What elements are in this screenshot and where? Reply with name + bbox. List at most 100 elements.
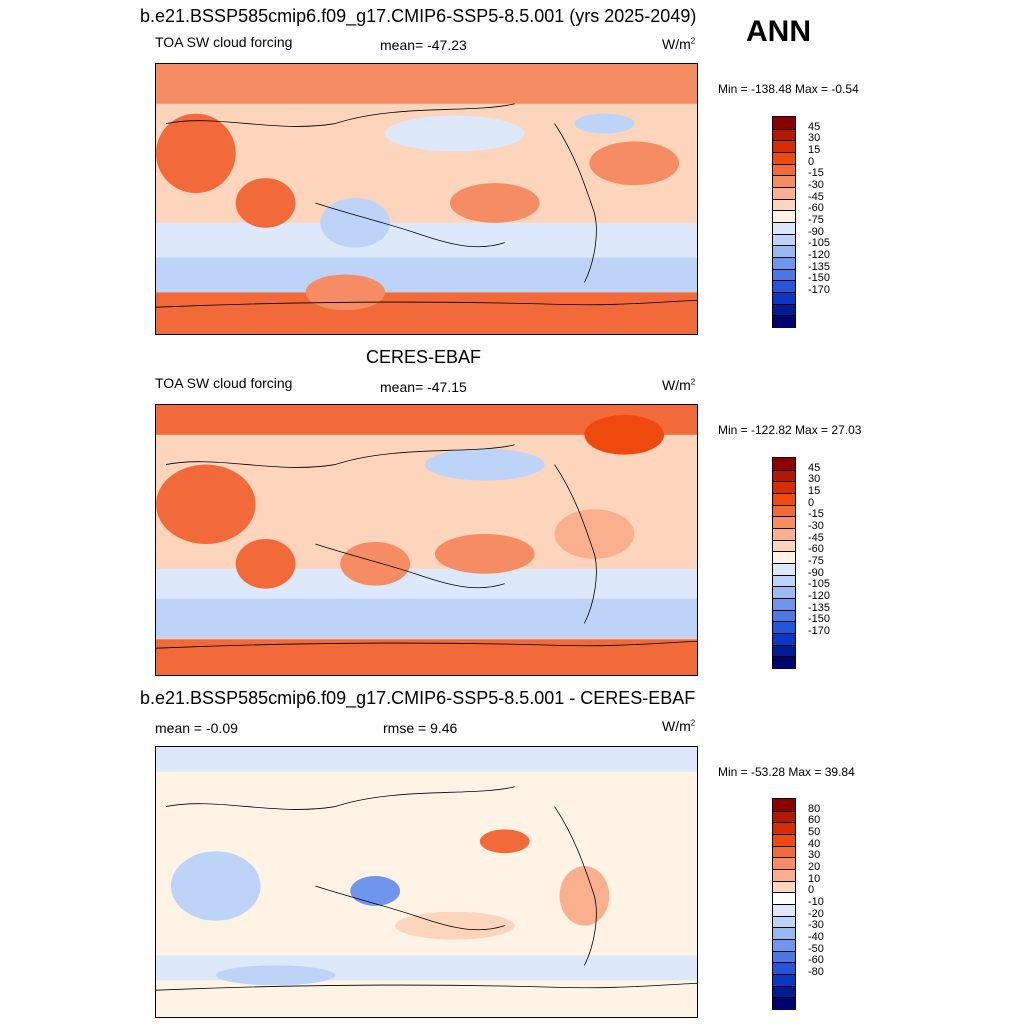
colorbar-swatch xyxy=(773,563,795,577)
colorbar-tick-label: -80 xyxy=(808,966,824,978)
colorbar-tick-label: 0 xyxy=(808,155,815,168)
panel1-minmax: Min = -138.48 Max = -0.54 xyxy=(718,82,859,96)
panel2-units-label: W/m2 xyxy=(662,377,696,393)
colorbar-tick-label: -40 xyxy=(808,931,824,943)
colorbar-swatch xyxy=(773,481,795,495)
colorbar-swatch xyxy=(773,997,795,1011)
colorbar-swatch xyxy=(773,140,795,154)
colorbar-swatch xyxy=(773,315,795,329)
colorbar-swatch xyxy=(773,257,795,271)
colorbar-swatch xyxy=(773,810,795,824)
colorbar-swatch xyxy=(773,233,795,247)
colorbar-tick-label: -45 xyxy=(808,531,824,544)
colorbar-tick-label: 30 xyxy=(808,132,821,145)
panel3-colorbar xyxy=(772,798,796,1011)
colorbar-swatch xyxy=(773,198,795,212)
colorbar-tick-label: -120 xyxy=(808,590,831,602)
colorbar-tick-label: 45 xyxy=(808,120,821,133)
colorbar-tick-label: -20 xyxy=(808,907,824,920)
colorbar-tick-label: -105 xyxy=(808,237,831,250)
colorbar-swatch xyxy=(773,857,795,871)
panel2-title: CERES-EBAF xyxy=(366,347,482,367)
colorbar-tick-label: 50 xyxy=(808,826,821,838)
colorbar-tick-label: 0 xyxy=(808,496,815,509)
colorbar-tick-label: 30 xyxy=(808,473,821,486)
colorbar-swatch xyxy=(773,574,795,588)
colorbar-tick-label: -15 xyxy=(808,167,824,180)
colorbar-tick-label: -15 xyxy=(808,508,824,521)
colorbar-swatch xyxy=(773,504,795,518)
colorbar-swatch xyxy=(773,128,795,142)
panel3-mean-label: mean = -0.09 xyxy=(155,720,238,736)
colorbar-tick-label: 45 xyxy=(808,461,821,474)
colorbar-tick-label: -150 xyxy=(808,272,831,285)
panel3-map xyxy=(155,746,698,1018)
colorbar-swatch xyxy=(773,974,795,988)
colorbar-swatch xyxy=(773,962,795,976)
panel2-colorbar xyxy=(772,457,796,670)
colorbar-tick-label: 0 xyxy=(808,884,815,897)
colorbar-swatch xyxy=(773,633,795,647)
panel2-map xyxy=(155,404,698,676)
colorbar-swatch xyxy=(773,175,795,189)
panel1-mean-label: mean= -47.23 xyxy=(380,37,467,53)
colorbar-swatch xyxy=(773,551,795,565)
colorbar-swatch xyxy=(773,621,795,635)
panel1-colorbar xyxy=(772,116,796,329)
colorbar-swatch xyxy=(773,268,795,282)
colorbar-tick-label: -45 xyxy=(808,190,824,203)
panel2-mean-label: mean= -47.15 xyxy=(380,379,467,395)
colorbar-tick-label: 60 xyxy=(808,814,821,827)
colorbar-swatch xyxy=(773,280,795,294)
colorbar-swatch xyxy=(773,834,795,848)
colorbar-swatch xyxy=(773,586,795,600)
colorbar-tick-label: -105 xyxy=(808,578,831,591)
colorbar-tick-label: -90 xyxy=(808,225,824,238)
colorbar-tick-label: 15 xyxy=(808,144,821,156)
colorbar-tick-label: -60 xyxy=(808,543,824,556)
panel2-variable-label: TOA SW cloud forcing xyxy=(155,375,293,391)
colorbar-swatch xyxy=(773,458,795,471)
colorbar-swatch xyxy=(773,950,795,964)
main-title: b.e21.BSSP585cmip6.f09_g17.CMIP6-SSP5-8.… xyxy=(140,6,697,26)
colorbar-swatch xyxy=(773,163,795,177)
colorbar-tick-label: -30 xyxy=(808,179,824,191)
colorbar-tick-label: -10 xyxy=(808,896,824,908)
colorbar-tick-label: -170 xyxy=(808,625,831,637)
colorbar-swatch xyxy=(773,303,795,317)
colorbar-tick-label: -60 xyxy=(808,202,824,215)
colorbar-tick-label: -75 xyxy=(808,214,824,226)
colorbar-tick-label: -90 xyxy=(808,566,824,579)
colorbar-tick-label: 20 xyxy=(808,861,821,873)
colorbar-swatch xyxy=(773,117,795,130)
colorbar-swatch xyxy=(773,210,795,224)
colorbar-swatch xyxy=(773,493,795,507)
colorbar-swatch xyxy=(773,222,795,236)
colorbar-swatch xyxy=(773,516,795,530)
colorbar-swatch xyxy=(773,469,795,483)
colorbar-swatch xyxy=(773,187,795,201)
colorbar-swatch xyxy=(773,985,795,999)
panel3-minmax: Min = -53.28 Max = 39.84 xyxy=(718,765,855,779)
colorbar-swatch xyxy=(773,528,795,542)
colorbar-swatch xyxy=(773,845,795,859)
colorbar-tick-label: 10 xyxy=(808,872,821,885)
colorbar-swatch xyxy=(773,939,795,953)
colorbar-tick-label: -170 xyxy=(808,284,831,296)
colorbar-swatch xyxy=(773,598,795,612)
colorbar-tick-label: 30 xyxy=(808,849,821,862)
panel1-variable-label: TOA SW cloud forcing xyxy=(155,34,293,50)
colorbar-tick-label: -135 xyxy=(808,601,831,614)
panel3-title: b.e21.BSSP585cmip6.f09_g17.CMIP6-SSP5-8.… xyxy=(140,688,696,708)
panel1-map xyxy=(155,63,698,335)
colorbar-swatch xyxy=(773,539,795,553)
colorbar-tick-label: -50 xyxy=(808,942,824,955)
colorbar-tick-label: -150 xyxy=(808,613,831,626)
colorbar-swatch xyxy=(773,880,795,894)
panel1-units-label: W/m2 xyxy=(662,36,696,52)
colorbar-tick-label: -120 xyxy=(808,249,831,261)
colorbar-swatch xyxy=(773,644,795,658)
colorbar-swatch xyxy=(773,822,795,836)
colorbar-swatch xyxy=(773,869,795,883)
season-label: ANN xyxy=(746,15,811,48)
